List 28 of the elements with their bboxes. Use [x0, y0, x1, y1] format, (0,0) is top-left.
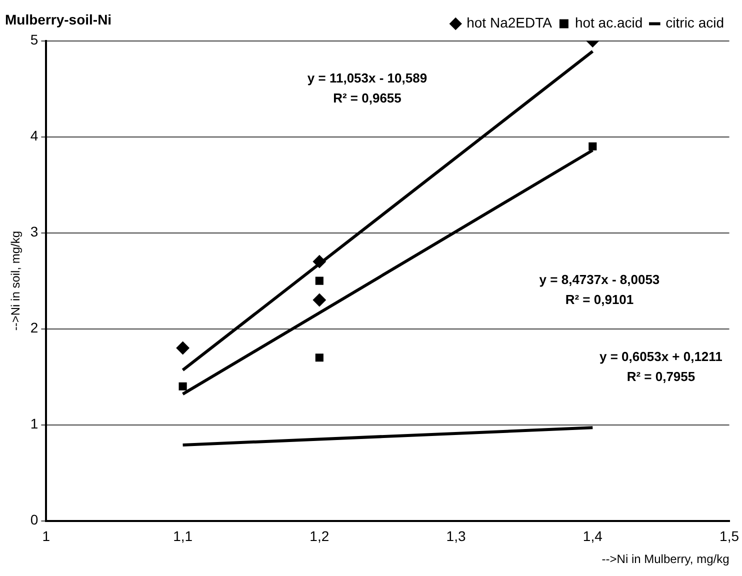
y-axis-title: -->Ni in soil, mg/kg: [8, 230, 23, 331]
y-tick-label: 3: [30, 224, 38, 240]
x-tick-label: 1,5: [720, 528, 740, 544]
x-tick-label: 1,3: [446, 528, 466, 544]
annotation: y = 0,6053x + 0,1211 R² = 0,7955: [600, 348, 722, 384]
point: [312, 294, 326, 306]
x-tick-label: 1,2: [310, 528, 330, 544]
legend-label: hot ac.acid: [574, 14, 643, 31]
point: [176, 342, 190, 354]
y-tick-label: 0: [30, 512, 38, 528]
point: [315, 354, 324, 362]
point: [588, 142, 597, 150]
y-tick-label: 5: [30, 32, 38, 48]
point: [315, 276, 324, 285]
x-tick-label: 1: [42, 528, 50, 544]
x-tick-label: 1,4: [582, 528, 603, 544]
y-tick-label: 4: [30, 128, 38, 144]
annotation: y = 8,4737x - 8,0053 R² = 0,9101: [539, 272, 660, 307]
legend-label: hot Na2EDTA: [466, 14, 553, 31]
annotation: y = 11,053x - 10,589 R² = 0,9655: [307, 70, 428, 106]
x-tick-label: 1,1: [173, 528, 193, 544]
point: [178, 382, 187, 390]
x-axis-title: -->Ni in Mulberry, mg/kg: [602, 552, 730, 566]
legend-label: citric acid: [666, 14, 724, 31]
chart-title: Mulberry-soil-Ni: [5, 11, 112, 28]
point: [312, 255, 326, 268]
y-tick-label: 2: [30, 320, 38, 336]
y-tick-label: 1: [30, 416, 38, 432]
